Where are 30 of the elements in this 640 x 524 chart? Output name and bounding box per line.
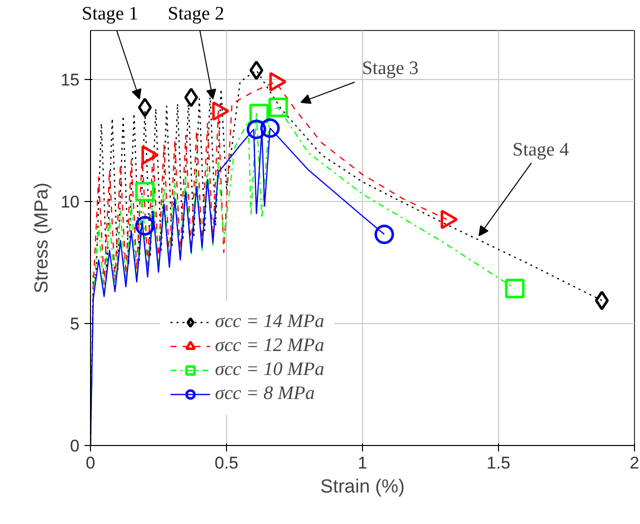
point <box>184 88 198 108</box>
annotation: Stage 1 <box>82 2 138 26</box>
legend-label: σcc = 10 MPa <box>215 359 324 381</box>
legend-label: σcc = 12 MPa <box>215 335 324 357</box>
y-tick-label: 15 <box>60 70 80 90</box>
point <box>260 118 280 138</box>
point <box>135 216 155 236</box>
point <box>250 60 264 80</box>
y-tick-label: 0 <box>70 436 80 456</box>
x-tick-label: 1 <box>358 454 368 472</box>
x-tick-label: 2 <box>630 454 640 472</box>
point <box>505 278 525 298</box>
annotation: Stage 4 <box>512 139 570 160</box>
point <box>268 98 288 118</box>
x-tick-label: 0.5 <box>214 454 238 472</box>
y-axis-title: Stress (MPa) <box>32 182 53 294</box>
annotation: Stage 2 <box>168 2 224 26</box>
x-tick-label: 0 <box>86 454 96 472</box>
point <box>135 182 155 202</box>
point <box>374 224 394 244</box>
legend-label: σcc = 8 MPa <box>215 383 315 405</box>
x-tick-label: 1.5 <box>486 454 510 472</box>
annotation: Stage 3 <box>362 58 418 80</box>
x-axis-title: Strain (%) <box>320 476 405 498</box>
y-tick-label: 5 <box>70 314 80 334</box>
point <box>138 98 152 118</box>
legend-label: σcc = 14 MPa <box>215 311 324 333</box>
y-tick-label: 10 <box>60 192 80 212</box>
point <box>246 120 266 140</box>
point <box>594 290 609 310</box>
